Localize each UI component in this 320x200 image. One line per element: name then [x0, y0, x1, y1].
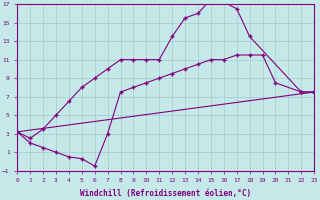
X-axis label: Windchill (Refroidissement éolien,°C): Windchill (Refroidissement éolien,°C) — [80, 189, 251, 198]
